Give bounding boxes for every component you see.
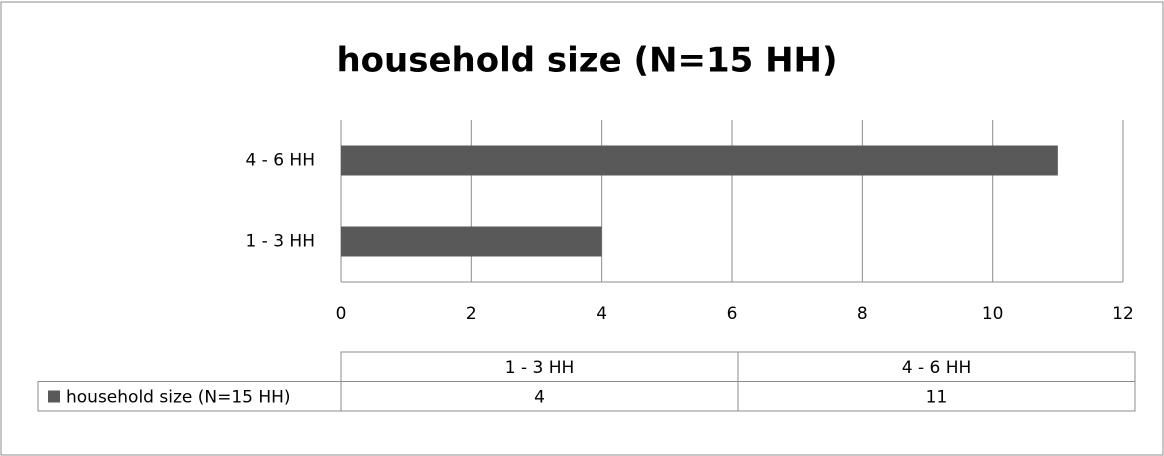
y-tick-label: 4 - 6 HH: [245, 151, 315, 171]
legend-label: household size (N=15 HH): [66, 387, 291, 407]
x-tick-label: 12: [1112, 304, 1134, 324]
chart-title: household size (N=15 HH): [336, 41, 837, 81]
table-value: 11: [926, 387, 948, 407]
table-header: 1 - 3 HH: [505, 358, 575, 378]
y-tick-label: 1 - 3 HH: [245, 232, 315, 252]
x-tick-label: 8: [857, 304, 868, 324]
x-tick-label: 4: [596, 304, 607, 324]
x-tick-label: 2: [466, 304, 477, 324]
x-tick-label: 10: [982, 304, 1004, 324]
table-cell: [737, 381, 1136, 412]
x-tick-label: 6: [727, 304, 738, 324]
table-value: 4: [534, 387, 545, 407]
x-tick-label: 0: [336, 304, 347, 324]
table-header: 4 - 6 HH: [902, 358, 972, 378]
bar: [341, 226, 602, 257]
bar: [341, 145, 1058, 176]
legend-swatch: [48, 390, 60, 403]
